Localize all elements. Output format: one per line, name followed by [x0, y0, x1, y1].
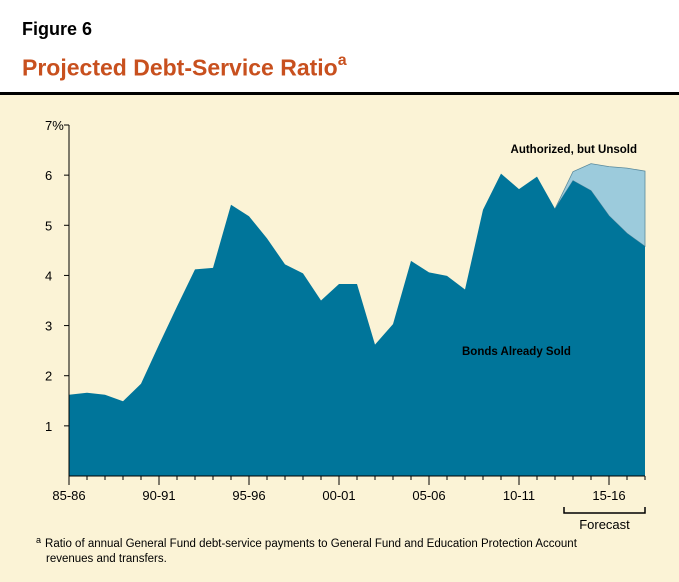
y-tick-label: 2 — [45, 369, 52, 384]
forecast-label: Forecast — [579, 517, 630, 532]
y-tick-label: 4 — [45, 268, 52, 283]
debt-service-chart: 1 2 3 4 5 6 7% 85-86 90-91 95-96 00-01 05-06 10-11 15… — [45, 118, 646, 532]
y-tick-label: 3 — [45, 319, 52, 334]
footnote-text-line1: Ratio of annual General Fund debt-servic… — [45, 538, 577, 550]
y-tick-label: 5 — [45, 218, 52, 233]
y-tick-label: 7% — [45, 118, 64, 133]
chart-areas — [69, 163, 646, 476]
footnote: a Ratio of annual General Fund debt-servi… — [36, 535, 656, 567]
unsold-area-label: Authorized, but Unsold — [511, 144, 637, 156]
footnote-text-line2: revenues and transfers. — [46, 553, 167, 565]
x-tick-label: 05-06 — [412, 488, 445, 503]
forecast-bracket — [563, 507, 646, 514]
figure-label: Figure 6 — [22, 19, 93, 39]
chart-title-text: Projected Debt-Service Ratio — [22, 54, 338, 81]
x-tick-label: 90-91 — [142, 488, 175, 503]
area-authorized-unsold — [554, 163, 646, 248]
footnote-marker: a — [36, 535, 42, 545]
title-rule — [0, 92, 679, 95]
x-tick-label: 10-11 — [503, 488, 535, 503]
chart-title: Projected Debt-Service Ratioa — [22, 52, 347, 82]
y-tick-label: 6 — [45, 168, 52, 183]
chart-axes: 1 2 3 4 5 6 7% 85-86 90-91 95-96 00-01 05-06 10-11 15… — [45, 118, 646, 532]
title-footnote-marker: a — [337, 52, 347, 69]
x-tick-label: 00-01 — [322, 488, 355, 503]
sold-area-label: Bonds Already Sold — [462, 346, 571, 358]
chart-panel: 1 2 3 4 5 6 7% 85-86 90-91 95-96 00-01 05-06 10-11 15… — [0, 95, 679, 582]
chart-labels: Authorized, but Unsold Bonds Already Sold — [462, 144, 637, 358]
x-tick-label: 15-16 — [592, 488, 625, 503]
area-bonds-already-sold — [69, 173, 645, 476]
x-tick-label: 95-96 — [232, 488, 265, 503]
x-tick-label: 85-86 — [52, 488, 85, 503]
y-tick-label: 1 — [45, 419, 52, 434]
